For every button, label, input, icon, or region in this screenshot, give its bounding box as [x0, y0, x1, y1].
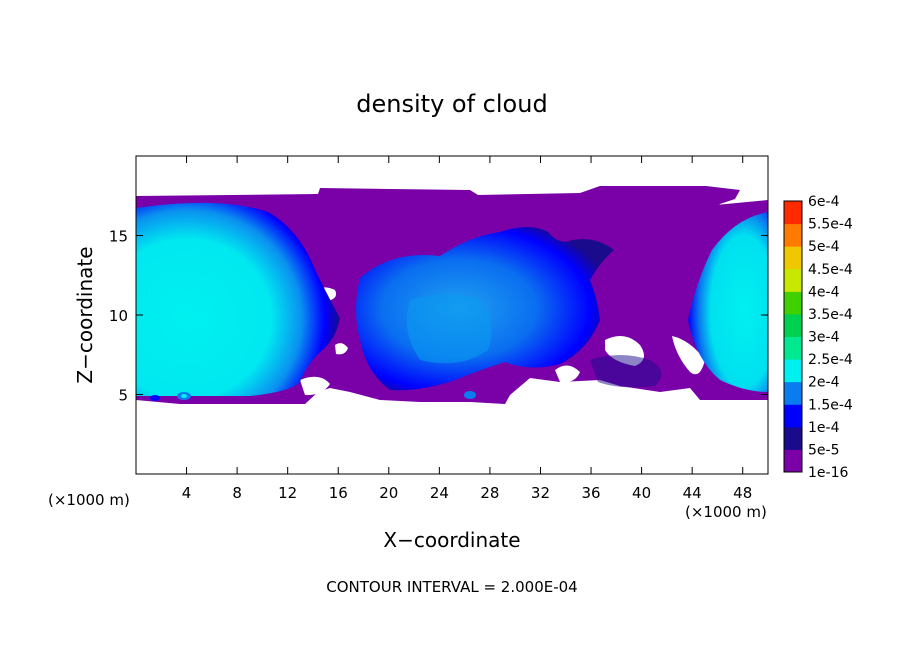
x-tick-label: 4	[182, 484, 192, 502]
colorbar-label: 1e-4	[808, 420, 840, 436]
colorbar-band	[784, 336, 802, 360]
colorbar: 1e-16 5e-5 1e-4 1.5e-4 2e-4 2.5e-4 3e-4 3.5e-4 4…	[783, 194, 853, 481]
z-unit-label: (×1000 m)	[48, 491, 130, 509]
y-tick-label: 15	[109, 228, 128, 246]
x-tick-label: 8	[232, 484, 242, 502]
density-field	[136, 186, 768, 404]
left-cloud-lobe	[136, 202, 340, 396]
colorbar-label: 4.5e-4	[808, 262, 853, 278]
colorbar-band	[784, 291, 802, 315]
colorbar-label: 5e-4	[808, 239, 840, 255]
colorbar-band	[784, 313, 802, 337]
colorbar-label: 1e-16	[808, 465, 848, 481]
x-tick-label: 28	[480, 484, 499, 502]
right-cloud-lobe	[688, 212, 768, 392]
x-tick-label: 36	[581, 484, 600, 502]
colorbar-band	[784, 223, 802, 247]
chart-title: density of cloud	[356, 90, 547, 118]
x-tick-label: 24	[430, 484, 449, 502]
colorbar-band	[784, 268, 802, 292]
colorbar-frame	[783, 200, 803, 473]
colorbar-label: 3.5e-4	[808, 307, 853, 323]
colorbar-label: 2.5e-4	[808, 352, 853, 368]
colorbar-label: 4e-4	[808, 284, 840, 300]
colorbar-band	[784, 426, 802, 450]
colorbar-label: 3e-4	[808, 330, 840, 346]
y-axis-title: Z−coordinate	[73, 246, 97, 383]
colorbar-label: 5.5e-4	[808, 217, 853, 233]
y-axis: 5 10 15	[109, 228, 768, 405]
x-axis-title: X−coordinate	[383, 528, 520, 552]
x-tick-label: 32	[531, 484, 550, 502]
colorbar-band	[784, 404, 802, 428]
colorbar-band	[784, 201, 802, 225]
y-tick-label: 10	[109, 307, 128, 325]
colorbar-band	[784, 359, 802, 383]
colorbar-band	[784, 449, 802, 473]
x-unit-label: (×1000 m)	[685, 503, 767, 521]
colorbar-band	[784, 246, 802, 270]
contour-interval-note: CONTOUR INTERVAL = 2.000E-04	[326, 578, 577, 596]
x-tick-label: 16	[329, 484, 348, 502]
y-tick-label: 5	[118, 387, 128, 405]
x-tick-label: 40	[632, 484, 651, 502]
x-axis: 4 8 12 16 20 24 28 32 36 40 44 48	[182, 156, 752, 502]
x-tick-label: 44	[683, 484, 702, 502]
colorbar-band	[784, 381, 802, 405]
colorbar-label: 6e-4	[808, 194, 840, 210]
x-tick-label: 12	[278, 484, 297, 502]
x-tick-label: 20	[379, 484, 398, 502]
colorbar-label: 5e-5	[808, 442, 839, 458]
colorbar-label: 1.5e-4	[808, 397, 853, 413]
x-tick-label: 48	[733, 484, 752, 502]
colorbar-label: 2e-4	[808, 375, 840, 391]
